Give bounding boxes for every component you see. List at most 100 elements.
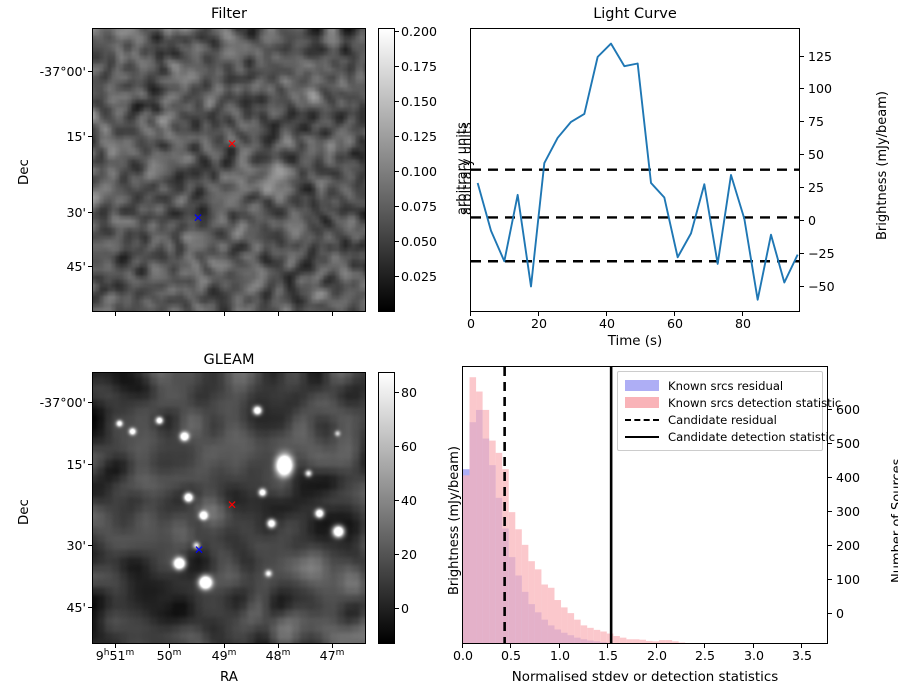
- lc-xtick-mark-2: [606, 312, 608, 316]
- gleam-ytick-mark-3: [88, 607, 92, 609]
- gleam-colorbar: [378, 372, 395, 644]
- lc-xtick-2: 40: [598, 316, 616, 331]
- gleam-ytick-mark-1: [88, 464, 92, 466]
- gleam-ytick-1: 15': [66, 457, 87, 472]
- filter-colorbar-gradient: [379, 29, 394, 311]
- legend-swatch-residual: [625, 380, 659, 391]
- gleam-xtick-mark-3: [278, 644, 280, 648]
- lightcurve-plot-area[interactable]: [470, 28, 800, 312]
- lightcurve-ylabel-left: arbitrary units: [460, 122, 475, 215]
- histogram-bar: [652, 641, 660, 643]
- histogram-bar: [541, 584, 548, 643]
- filter-image-axes[interactable]: ✕ ✕: [92, 28, 366, 312]
- filter-ytick-mark-3: [88, 266, 92, 268]
- lc-xtick-3: 60: [666, 316, 684, 331]
- filter-title: Filter: [211, 6, 247, 22]
- lc-ytick-mark-7: [800, 286, 804, 288]
- histogram-bar: [646, 640, 653, 643]
- gleam-candidate-marker: ✕: [226, 498, 238, 512]
- gleam-xtick-0: 9h51m: [95, 648, 135, 664]
- filter-cbar-label-6: 0.050: [401, 234, 438, 249]
- hist-ytick-4: 200: [836, 538, 861, 553]
- gleam-cbar-tick-2: [395, 500, 399, 502]
- lc-ytick-1: 100: [808, 81, 833, 96]
- gleam-cbar-label-1: 60: [401, 439, 418, 454]
- histogram-bar: [554, 600, 562, 643]
- gleam-xtick-3: 48m: [265, 648, 291, 664]
- lc-ytick-mark-2: [800, 121, 804, 123]
- lc-ytick-2: 75: [808, 114, 825, 129]
- lc-xtick-mark-3: [674, 312, 676, 316]
- histogram-bar: [528, 561, 535, 643]
- gleam-cbar-tick-4: [395, 608, 399, 610]
- gleam-ytick-mark-2: [88, 545, 92, 547]
- hist-ytick-3: 300: [836, 504, 861, 519]
- histogram-bar: [561, 607, 568, 643]
- hist-xtick-0: 0.0: [452, 648, 474, 663]
- gleam-colorbar-label: Brightness (mJy/beam): [447, 446, 462, 595]
- hist-xtick-mark-0: [462, 644, 464, 648]
- filter-ytick-mark-2: [88, 212, 92, 214]
- gleam-xtick-2: 49m: [211, 648, 237, 664]
- histogram-bar: [482, 409, 490, 643]
- hist-xtick-mark-3: [607, 644, 609, 648]
- histogram-bar: [489, 440, 496, 643]
- filter-cbar-label-4: 0.100: [401, 164, 438, 179]
- histogram-bar: [515, 529, 522, 643]
- gleam-xtick-4: 47m: [319, 648, 345, 664]
- histogram-bar: [619, 637, 627, 643]
- gleam-colorbar-gradient: [379, 373, 394, 643]
- lc-ytick-3: 50: [808, 147, 825, 162]
- hist-ytick-mark-1: [828, 443, 832, 445]
- legend-swatch-detection: [625, 397, 659, 408]
- hist-xtick-7: 3.5: [791, 648, 813, 663]
- hist-xtick-6: 3.0: [743, 648, 765, 663]
- histogram-bar: [613, 636, 620, 643]
- hist-xtick-mark-6: [753, 644, 755, 648]
- filter-ytick-1: 15': [66, 129, 87, 144]
- lc-xtick-0: 0: [466, 316, 475, 331]
- filter-ytick-mark-1: [88, 136, 92, 138]
- histogram-bar: [469, 377, 477, 643]
- hist-ytick-0: 600: [836, 402, 861, 417]
- legend-dashed-line-icon: [625, 411, 659, 428]
- lc-ytick-7: −50: [808, 279, 835, 294]
- histogram-plot-area[interactable]: [462, 366, 828, 644]
- histogram-bar: [685, 643, 692, 644]
- filter-candidate-marker: ✕: [226, 137, 238, 151]
- hist-ytick-mark-5: [828, 579, 832, 581]
- histogram-bar: [665, 640, 673, 643]
- histogram-bar: [580, 625, 588, 643]
- lc-ytick-4: 25: [808, 180, 825, 195]
- hist-xtick-mark-5: [704, 644, 706, 648]
- lc-ytick-5: 0: [808, 213, 817, 228]
- filter-ytick-2: 30': [66, 205, 87, 220]
- filter-cbar-tick-2: [395, 101, 399, 103]
- filter-cbar-label-0: 0.200: [401, 24, 438, 39]
- filter-cbar-tick-7: [395, 276, 399, 278]
- legend-label-3: Candidate detection statistic: [668, 429, 836, 444]
- filter-cbar-label-1: 0.175: [401, 59, 438, 74]
- gleam-ylabel: Dec: [17, 499, 32, 525]
- histogram-bar: [678, 642, 686, 643]
- filter-xtick-mark-3: [278, 312, 280, 316]
- lc-ytick-mark-5: [800, 220, 804, 222]
- histogram-bar: [600, 631, 607, 643]
- gleam-title: GLEAM: [203, 352, 255, 368]
- histogram-bar: [593, 629, 601, 643]
- lightcurve-svg: [471, 42, 799, 301]
- lc-xtick-4: 80: [734, 316, 752, 331]
- lc-xtick-1: 20: [530, 316, 548, 331]
- filter-known-source-marker: ✕: [192, 211, 204, 225]
- gleam-image-axes[interactable]: ✕ ✕: [92, 372, 366, 644]
- lc-ytick-mark-3: [800, 154, 804, 156]
- histogram-bar: [495, 452, 503, 643]
- gleam-xtick-mark-4: [332, 644, 334, 648]
- histogram-bar: [613, 643, 620, 644]
- hist-xtick-4: 2.0: [646, 648, 668, 663]
- lightcurve-series-line: [476, 42, 799, 301]
- legend-label-0: Known srcs residual: [668, 378, 784, 393]
- gleam-ytick-3: 45': [66, 600, 87, 615]
- hist-ytick-mark-0: [828, 409, 832, 411]
